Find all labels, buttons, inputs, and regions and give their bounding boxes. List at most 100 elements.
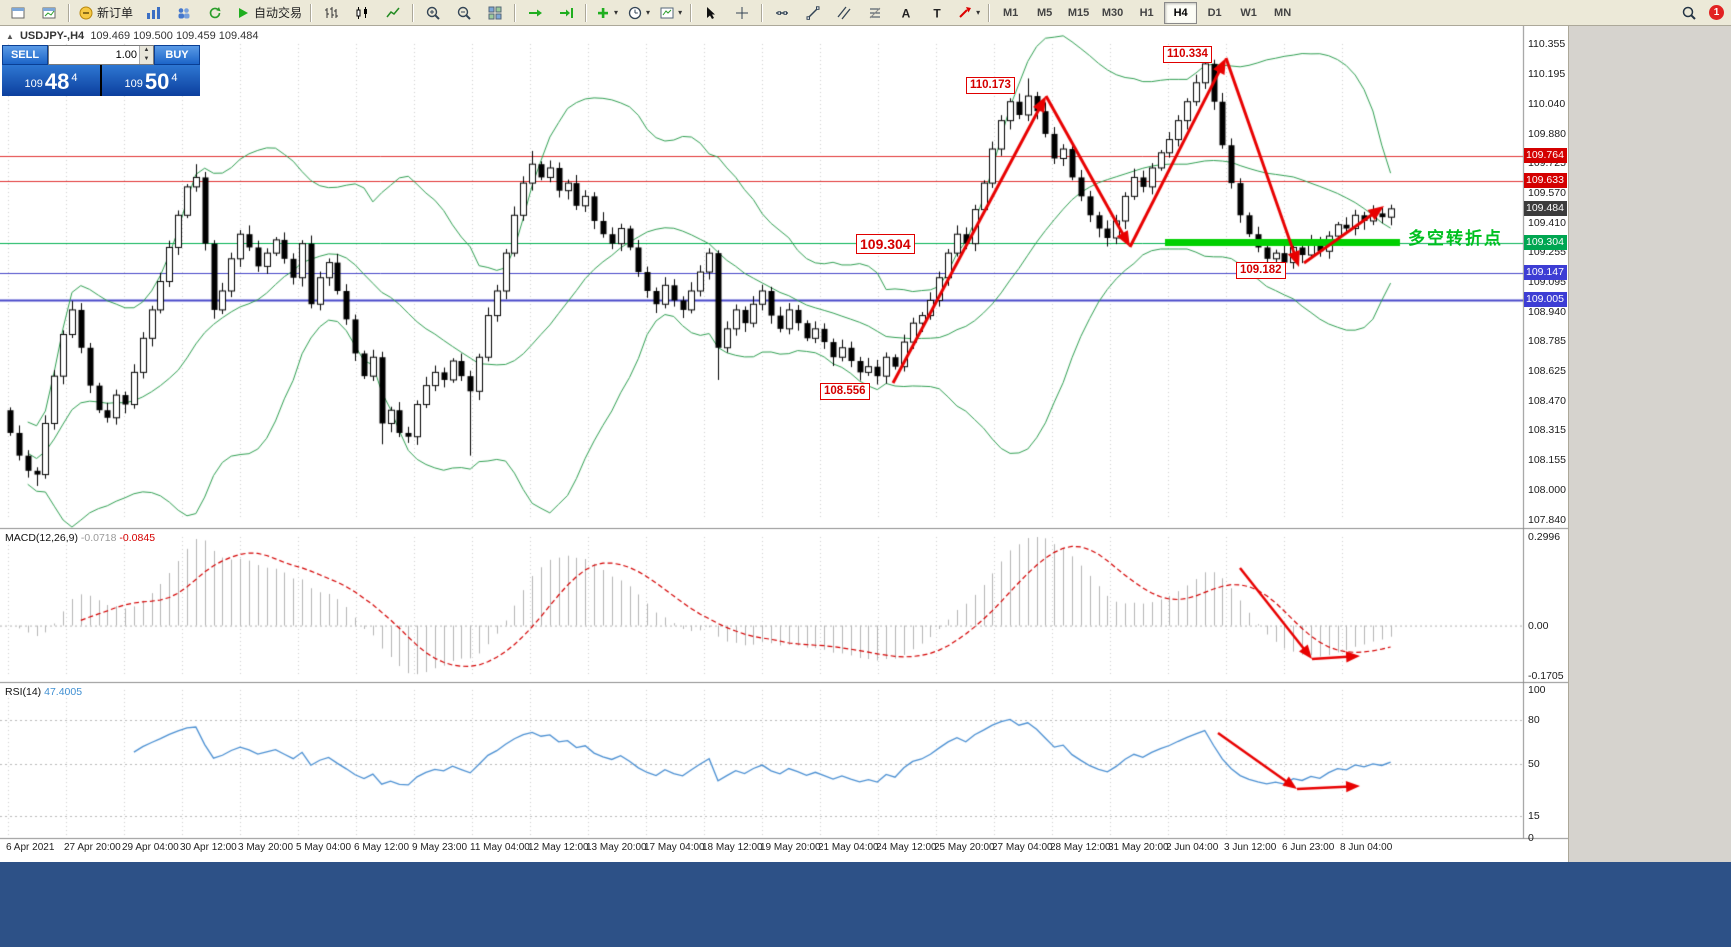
toolbar-separator [690,3,693,22]
toolbar-separator [310,3,313,22]
toolbar-right-group: 1 [1674,1,1728,25]
text-tool-button[interactable]: A [891,1,921,25]
volume-down-button[interactable]: ▼ [140,55,153,64]
date-axis-label: 5 May 04:00 [296,842,352,853]
horizontal-line-icon [776,10,789,15]
date-axis-label: 8 Jun 04:00 [1340,842,1393,853]
auto-scroll-button[interactable] [520,1,550,25]
zoom-out-button[interactable] [449,1,479,25]
date-axis-label: 6 May 12:00 [354,842,410,853]
date-axis-label: 28 May 12:00 [1050,842,1111,853]
price-axis-tick: 107.840 [1528,514,1566,526]
date-axis-label: 29 Apr 04:00 [122,842,179,853]
date-axis-label: 2 Jun 04:00 [1166,842,1219,853]
cursor-tool-button[interactable] [696,1,726,25]
indicators-plus-icon [598,7,609,18]
rsi-axis-tick: 15 [1528,809,1540,822]
chart-shift-button[interactable] [551,1,581,25]
sell-button[interactable]: SELL [2,45,48,65]
main-toolbar: 新订单 自动交易 ▾ ▾ [0,0,1731,26]
autotrade-play-icon [239,7,249,18]
crosshair-tool-button[interactable] [727,1,757,25]
price-chart-canvas[interactable] [0,26,1568,862]
text-icon: A [902,6,911,20]
search-button[interactable] [1674,1,1704,25]
date-axis-label: 21 May 04:00 [818,842,879,853]
timeframe-button-h1[interactable]: H1 [1139,6,1154,19]
new-order-button[interactable]: 新订单 [74,1,137,25]
timeframe-button-mn[interactable]: MN [1274,6,1292,19]
chart-symbol-header: ▲ USDJPY-,H4 109.469 109.500 109.459 109… [6,30,259,42]
price-axis-tick: 109.880 [1528,127,1566,140]
date-axis-label: 11 May 04:00 [470,842,530,853]
chart-profile-button[interactable] [34,1,64,25]
text-label-tool-button[interactable]: T [922,1,952,25]
chart-window-icon [42,7,56,18]
toolbar-separator [761,3,764,22]
trendline-tool-button[interactable] [798,1,828,25]
price-axis-tick: 110.040 [1528,97,1566,110]
tile-windows-icon [488,6,502,19]
periods-button[interactable]: ▾ [623,1,654,25]
macd-name: MACD(12,26,9) [5,532,78,544]
chart-window: ▲ USDJPY-,H4 109.469 109.500 109.459 109… [0,26,1568,862]
timeframe-button-m15[interactable]: M15 [1067,6,1090,19]
line-chart-icon [386,7,400,17]
refresh-button[interactable] [200,1,230,25]
macd-panel-label: MACD(12,26,9) -0.0718 -0.0845 [5,532,155,544]
date-axis-label: 18 May 12:00 [702,842,763,853]
market-watch-button[interactable] [138,1,168,25]
chart-menu-icon: ▲ [6,32,14,41]
text-label-icon: T [933,6,941,20]
price-axis-tick: 109.570 [1528,186,1566,199]
price-annotation-label: 109.304 [856,234,915,254]
dropdown-caret-icon: ▾ [614,7,619,17]
macd-main-value: -0.0718 [80,532,117,544]
indicators-button[interactable]: ▾ [591,1,622,25]
candlestick-icon [356,6,368,19]
trendline-icon [806,5,820,20]
zoom-in-button[interactable] [418,1,448,25]
bottom-bar [0,862,1731,947]
price-axis-tag: 109.304 [1524,234,1567,250]
templates-button[interactable]: ▾ [655,1,686,25]
channel-tool-button[interactable] [829,1,859,25]
timeframe-button-m30[interactable]: M30 [1101,6,1124,19]
symbol-title: USDJPY-,H4 [19,30,85,42]
one-click-panel: SELL ▲ ▼ BUY 109 48 4 109 50 4 [2,45,200,96]
notification-badge[interactable]: 1 [1709,5,1724,20]
search-icon [1682,6,1696,20]
timeframe-button-d1[interactable]: D1 [1207,6,1222,19]
buy-price-display[interactable]: 109 50 4 [102,65,200,96]
price-axis-tag: 109.764 [1524,147,1567,163]
volume-input[interactable] [49,46,139,64]
template-chart-icon [660,7,674,18]
date-axis-label: 24 May 12:00 [876,842,937,853]
timeframe-button-h4[interactable]: H4 [1164,1,1198,24]
accounts-button[interactable] [169,1,199,25]
timeframe-button-m1[interactable]: M1 [1002,6,1019,19]
buy-button[interactable]: BUY [154,45,200,65]
chart-shift-icon [560,7,574,18]
candlestick-chart-button[interactable] [347,1,377,25]
buy-price-base: 109 [124,78,143,90]
price-axis-tick: 108.155 [1528,454,1566,467]
price-axis-tick: 108.625 [1528,365,1566,378]
sell-price-display[interactable]: 109 48 4 [2,65,100,96]
toolbar-separator [514,3,517,22]
cursor-icon [707,6,716,19]
line-chart-button[interactable] [378,1,408,25]
timeframe-button-m5[interactable]: M5 [1036,6,1053,19]
tile-windows-button[interactable] [480,1,510,25]
date-axis-label: 6 Apr 2021 [6,842,55,853]
timeframe-button-w1[interactable]: W1 [1240,6,1257,19]
horizontal-line-tool-button[interactable] [767,1,797,25]
volume-field: ▲ ▼ [48,45,154,65]
arrows-tool-button[interactable]: ▾ [953,1,984,25]
fibonacci-tool-button[interactable] [860,1,890,25]
auto-scroll-icon [529,9,543,16]
autotrade-button[interactable]: 自动交易 [231,1,306,25]
new-chart-button[interactable] [3,1,33,25]
bar-chart-button[interactable] [316,1,346,25]
volume-up-button[interactable]: ▲ [140,46,153,55]
